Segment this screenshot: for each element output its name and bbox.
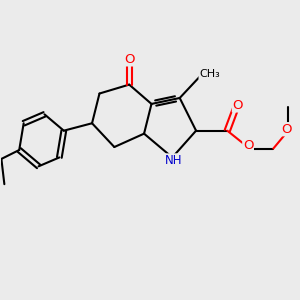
Text: CH₃: CH₃ [199,69,220,79]
Text: O: O [243,139,253,152]
Text: O: O [124,53,134,66]
Text: O: O [232,99,243,112]
Text: NH: NH [165,154,182,167]
Text: O: O [281,123,292,136]
